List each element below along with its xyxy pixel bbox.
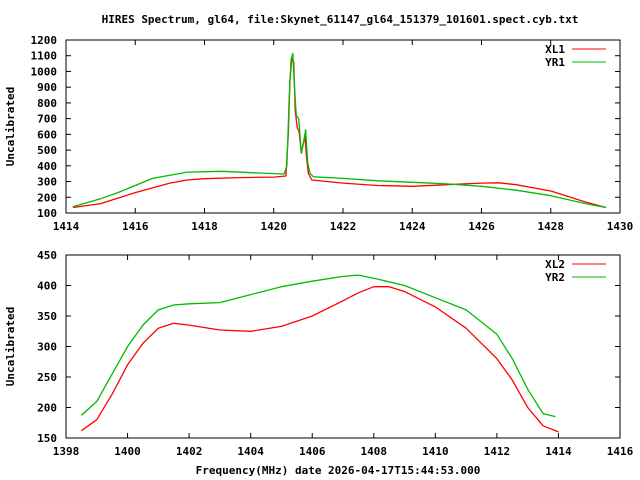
y-tick-label: 1000	[31, 65, 58, 78]
y-tick-label: 450	[37, 249, 57, 262]
y-axis-label: Uncalibrated	[4, 307, 17, 386]
y-tick-label: 600	[37, 128, 57, 141]
series-line-xl2	[81, 286, 559, 433]
x-tick-label: 1418	[191, 220, 218, 233]
legend-label: XL2	[545, 258, 565, 271]
y-axis-label: Uncalibrated	[4, 87, 17, 166]
plot-frame	[65, 254, 621, 439]
y-tick-label: 200	[37, 191, 57, 204]
x-tick-label: 1422	[330, 220, 357, 233]
plot-1: 1414 1416 1418 1420 1422 1424 1426 1428 1430 100 2…	[4, 34, 633, 233]
x-tick-label: 1404	[237, 445, 264, 458]
chart-title: HIRES Spectrum, gl64, file:Skynet_61147_…	[102, 13, 579, 26]
x-tick-label: 1402	[176, 445, 203, 458]
x-tick-label: 1412	[484, 445, 511, 458]
x-tick-label: 1420	[261, 220, 288, 233]
y-tick-label: 400	[37, 160, 57, 173]
x-tick-label: 1406	[299, 445, 326, 458]
x-tick-label: 1424	[399, 220, 426, 233]
x-tick-label: 1416	[122, 220, 149, 233]
y-tick-label: 400	[37, 280, 57, 293]
series-line-yr2	[80, 274, 556, 418]
y-tick-label: 200	[37, 402, 57, 415]
series-line-yr1	[72, 52, 607, 209]
x-tick-label: 1414	[545, 445, 572, 458]
x-axis-label: Frequency(MHz) date 2026-04-17T15:44:53.…	[196, 464, 481, 477]
plot-2: 1398 1400 1402 1404 1406 1408 1410 1412 1414 1416…	[4, 249, 634, 458]
y-tick-label: 350	[37, 310, 57, 323]
y-tick-label: 150	[37, 432, 57, 445]
legend-label: XL1	[545, 43, 565, 56]
x-tick-label: 1426	[468, 220, 495, 233]
x-tick-label: 1430	[607, 220, 634, 233]
y-tick-label: 500	[37, 144, 57, 157]
x-tick-label: 1408	[361, 445, 388, 458]
x-tick-label: 1416	[607, 445, 634, 458]
y-tick-label: 300	[37, 341, 57, 354]
y-tick-label: 700	[37, 113, 57, 126]
x-tick-label: 1400	[114, 445, 141, 458]
y-tick-label: 1200	[31, 34, 58, 47]
x-tick-label: 1398	[53, 445, 80, 458]
x-tick-label: 1428	[538, 220, 565, 233]
y-tick-label: 100	[37, 207, 57, 220]
series-line-xl1	[72, 58, 607, 209]
y-tick-label: 1100	[31, 50, 58, 63]
y-tick-label: 900	[37, 81, 57, 94]
plot-frame	[65, 39, 621, 214]
y-tick-label: 250	[37, 371, 57, 384]
y-tick-label: 300	[37, 176, 57, 189]
y-tick-label: 800	[37, 97, 57, 110]
x-tick-label: 1410	[422, 445, 449, 458]
legend-label: YR1	[545, 56, 565, 69]
x-tick-label: 1414	[53, 220, 80, 233]
legend-label: YR2	[545, 271, 565, 284]
